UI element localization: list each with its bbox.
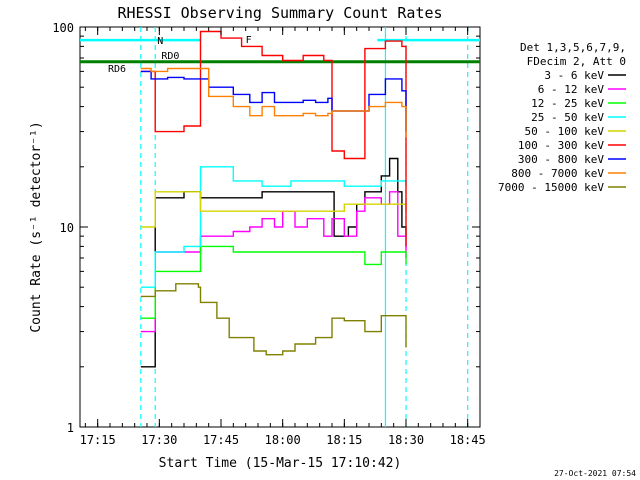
legend-title-line-1: Det 1,3,5,6,7,9, [520,41,626,54]
series-lines [140,30,407,368]
series-line-6 [140,70,407,132]
chart-title: RHESSI Observing Summary Count Rates [117,4,442,22]
series-line-8 [140,283,407,356]
annotation-rd6: RD6 [108,64,126,75]
x-tick-label-6: 18:45 [450,433,486,447]
y-tick-label-1: 10 [60,221,74,235]
axis-ticks: 17:15 17:30 17:45 18:00 18:15 18:30 18:45 1 10 10… [52,21,485,447]
legend-label-7: 800 - 7000 keV [511,167,604,180]
annotation-flare: F [246,35,252,46]
legend-label-1: 6 - 12 keV [538,83,605,96]
legend-label-8: 7000 - 15000 keV [498,181,604,194]
x-tick-label-4: 18:15 [326,433,362,447]
legend-label-3: 25 - 50 keV [531,111,604,124]
x-tick-label-1: 17:30 [141,433,177,447]
legend-label-6: 300 - 800 keV [518,153,604,166]
legend-label-0: 3 - 6 keV [544,69,604,82]
x-tick-label-3: 18:00 [265,433,301,447]
legend-label-5: 100 - 300 keV [518,139,604,152]
series-line-0 [140,157,407,368]
legend: Det 1,3,5,6,7,9, FDecim 2, Att 0 3 - 6 k… [498,41,626,194]
series-line-3 [140,166,407,288]
series-line-5 [140,30,407,247]
x-tick-label-2: 17:45 [203,433,239,447]
series-line-4 [140,191,407,228]
legend-label-4: 50 - 100 keV [525,125,605,138]
legend-title-line-2: FDecim 2, Att 0 [527,55,626,68]
y-axis-label: Count Rate (s⁻¹ detector⁻¹) [29,121,44,332]
legend-label-2: 12 - 25 keV [531,97,604,110]
annotation-night: N [157,36,163,47]
series-line-2 [140,245,407,319]
x-tick-label-0: 17:15 [80,433,116,447]
x-tick-label-5: 18:30 [388,433,424,447]
y-tick-label-0: 1 [67,421,74,435]
series-line-7 [140,67,407,138]
y-tick-label-2: 100 [52,21,74,35]
series-line-1 [140,191,407,333]
timestamp: 27-Oct-2021 07:54 [554,469,636,478]
annotation-rd0: RD0 [161,51,179,62]
x-axis-label: Start Time (15-Mar-15 17:10:42) [159,456,402,471]
